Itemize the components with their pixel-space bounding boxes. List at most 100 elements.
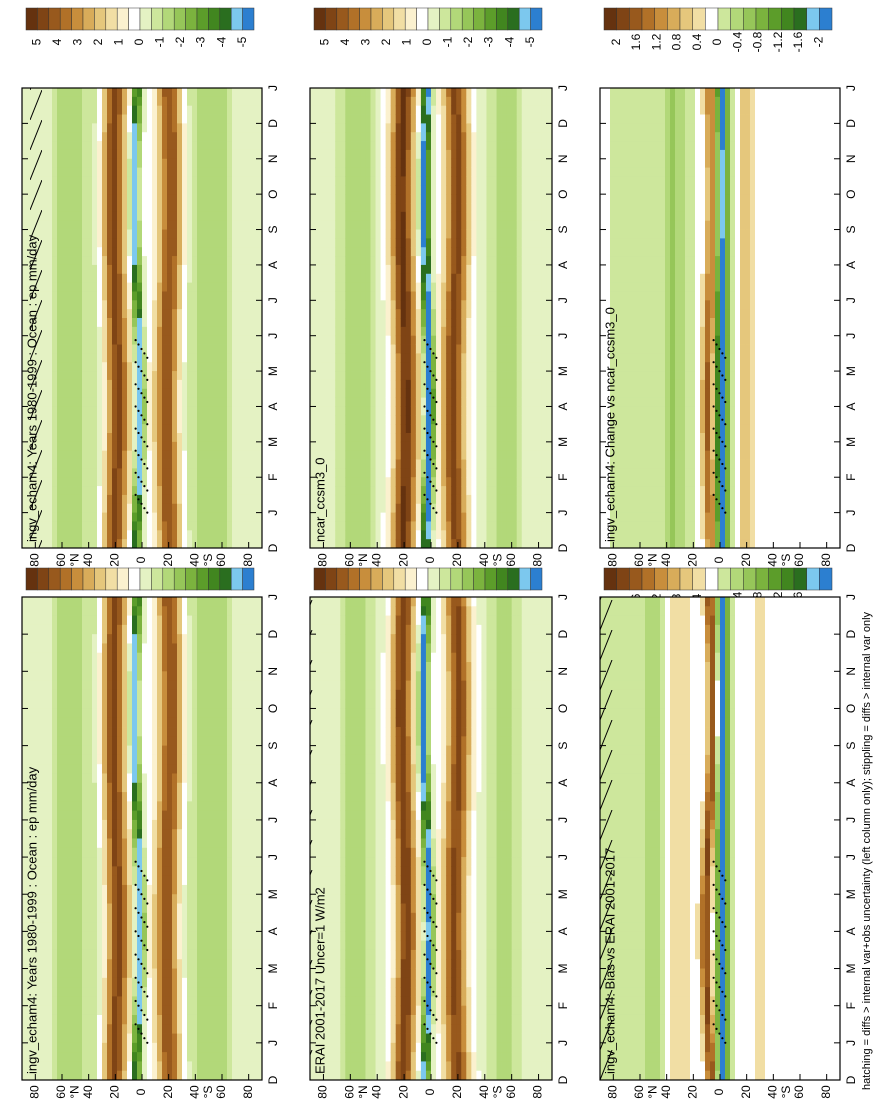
field-cell [102,699,108,709]
field-cell [197,309,203,319]
field-cell [172,996,178,1007]
field-cell [107,309,113,319]
field-cell [237,894,243,904]
field-cell [147,300,153,310]
field-cell [47,388,53,399]
field-cell [47,1024,53,1034]
field-cell [222,727,228,737]
field-cell [227,782,233,793]
field-cell [97,1005,103,1016]
field-cell [77,792,83,802]
field-cell [192,88,198,98]
field-cell [62,282,68,292]
field-cell [117,884,123,895]
field-cell [97,406,103,416]
field-cell [192,643,198,654]
field-cell [162,530,168,540]
field-cell [62,96,68,107]
field-cell [232,309,238,319]
field-cell [192,132,198,142]
field-cell [127,866,133,877]
field-cell [167,450,173,460]
field-cell [257,194,263,204]
field-cell [77,318,83,328]
field-cell [217,894,223,904]
field-cell [142,114,148,124]
field-cell [77,176,83,186]
field-cell [37,838,43,849]
field-cell [77,114,83,124]
field-cell [62,922,68,932]
field-cell [157,634,163,644]
field-cell [77,1052,83,1062]
field-cell [142,875,148,886]
field-cell [62,745,68,756]
field-cell [197,388,203,399]
field-cell [52,931,58,942]
field-cell [192,406,198,416]
field-cell [187,450,193,460]
field-cell [107,1014,113,1025]
field-cell [122,318,128,328]
field-cell [142,903,148,914]
field-cell [192,1005,198,1016]
field-cell [212,884,218,895]
field-cell [172,1024,178,1034]
field-cell [57,662,63,672]
field-cell [117,857,123,867]
field-cell [72,652,78,663]
field-cell [92,708,98,719]
field-cell [57,203,63,213]
field-cell [82,940,88,951]
field-cell [202,1061,208,1072]
field-cell [197,699,203,709]
field-cell [52,894,58,904]
field-cell [157,433,163,443]
field-cell [217,838,223,849]
field-cell [162,1033,168,1044]
field-cell [77,615,83,626]
field-cell [57,344,63,354]
field-cell [52,922,58,932]
field-cell [42,477,48,487]
field-cell [157,300,163,310]
field-cell [87,987,93,997]
field-cell [67,1014,73,1025]
field-cell [137,764,143,774]
field-cell [217,220,223,230]
field-cell [67,866,73,877]
field-cell [62,415,68,425]
field-cell [152,291,158,301]
field-cell [192,211,198,222]
field-cell [97,949,103,960]
field-cell [102,264,108,275]
field-cell [87,194,93,204]
field-cell [52,450,58,460]
field-cell [102,88,108,98]
field-cell [32,968,38,979]
field-cell [172,123,178,133]
field-cell [42,949,48,960]
field-cell [162,959,168,969]
field-cell [92,643,98,654]
field-cell [102,203,108,213]
field-cell [52,379,58,390]
field-cell [212,597,218,607]
field-cell [72,300,78,310]
field-cell [197,708,203,719]
field-cell [42,105,48,115]
field-cell [37,597,43,607]
field-cell [112,717,118,728]
field-cell [42,903,48,914]
field-cell [237,503,243,514]
field-cell [87,530,93,540]
field-cell [47,424,53,434]
field-cell [57,424,63,434]
field-cell [142,282,148,292]
field-cell [62,494,68,505]
field-cell [242,123,248,133]
field-cell [72,486,78,496]
field-cell [137,114,143,124]
field-cell [172,634,178,644]
field-cell [157,167,163,177]
